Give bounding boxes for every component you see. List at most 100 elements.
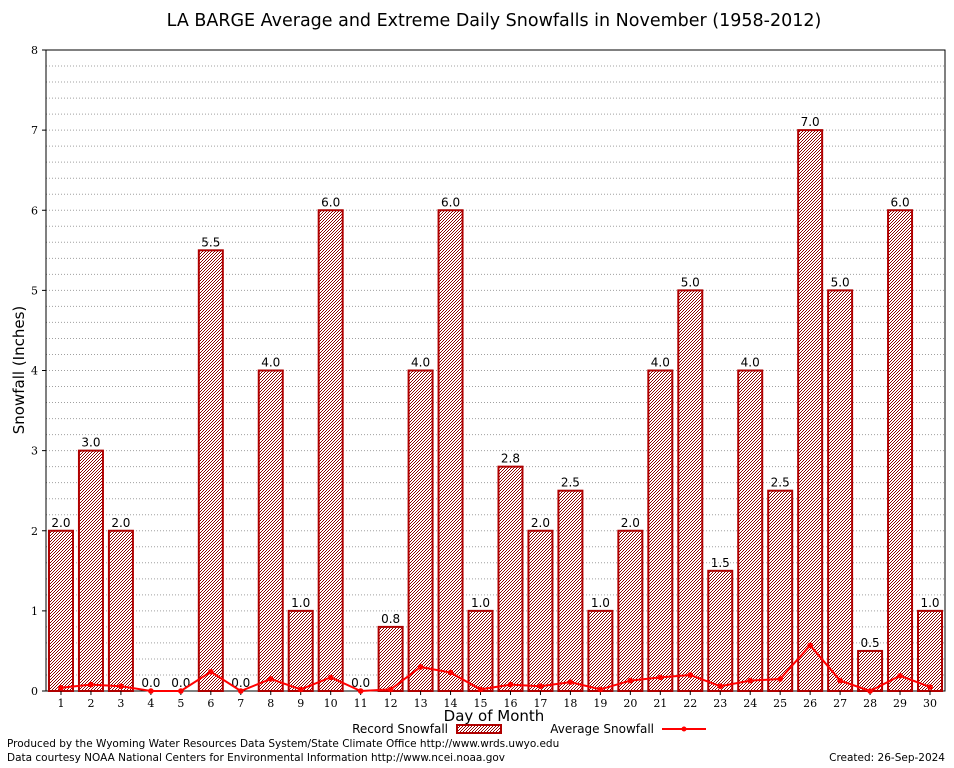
legend-average-marker	[681, 726, 687, 732]
y-axis-label: Snowfall (Inches)	[10, 306, 28, 434]
bar-value-label: 4.0	[261, 356, 280, 370]
average-point	[237, 688, 244, 694]
x-tick-label: 17	[533, 697, 547, 710]
average-point	[657, 674, 664, 681]
x-tick-label: 24	[743, 697, 757, 710]
average-point	[178, 688, 184, 694]
record-bar	[377, 625, 404, 693]
x-tick-label: 6	[207, 697, 214, 710]
average-point	[267, 676, 274, 682]
bar-value-label: 1.0	[291, 596, 310, 610]
y-axis-ticks: 0 1 2 3 4 5 6 7 8	[31, 44, 46, 698]
x-tick-label: 4	[147, 697, 154, 710]
bar-value-label: 4.0	[411, 356, 430, 370]
y-tick-label: 8	[31, 44, 38, 57]
record-bar	[707, 569, 734, 692]
bar-value-label: 1.0	[920, 596, 939, 610]
average-point	[717, 683, 724, 689]
x-tick-label: 14	[444, 697, 458, 710]
average-point	[567, 679, 574, 685]
record-bar	[797, 129, 824, 692]
average-point	[58, 684, 64, 691]
record-bar	[77, 449, 104, 692]
record-bar	[497, 465, 524, 692]
x-tick-label: 9	[297, 697, 304, 710]
created-date: Created: 26-Sep-2024	[829, 752, 945, 764]
average-point	[897, 672, 903, 679]
bar-value-label: 0.0	[351, 676, 370, 690]
bar-value-label: 5.0	[681, 275, 700, 289]
record-bar	[107, 529, 134, 692]
record-bar	[887, 209, 914, 692]
record-bar	[677, 289, 704, 692]
average-point	[597, 686, 604, 693]
record-bars	[47, 129, 944, 693]
x-tick-label: 20	[623, 697, 637, 710]
average-point	[537, 683, 544, 689]
bar-value-label: 2.0	[621, 516, 640, 530]
record-bar	[47, 529, 74, 692]
record-bar	[287, 609, 314, 692]
record-bar	[647, 369, 674, 692]
bar-value-label: 2.0	[111, 516, 130, 530]
y-tick-label: 1	[31, 605, 38, 618]
bar-value-label: 2.0	[531, 516, 550, 530]
bar-value-label: 1.0	[591, 596, 610, 610]
average-point	[867, 688, 873, 694]
average-point	[777, 676, 783, 682]
record-bar	[827, 289, 854, 692]
x-tick-label: 21	[653, 697, 667, 710]
record-bar	[407, 369, 434, 692]
average-point	[807, 642, 813, 649]
average-line	[58, 642, 933, 694]
bar-value-label: 3.0	[81, 436, 100, 450]
y-tick-label: 4	[31, 365, 38, 378]
x-tick-label: 22	[683, 697, 697, 710]
average-point	[297, 686, 304, 693]
average-point	[118, 683, 124, 689]
record-bar	[767, 489, 794, 692]
bar-value-labels: 2.0 3.0 2.0 0.0 0.0 5.5 0.0 4.0 1.0 6.0 0.0 0.8 4.0 6…	[51, 115, 939, 690]
record-bar	[467, 609, 494, 692]
y-tick-label: 7	[31, 124, 38, 137]
average-point	[747, 677, 754, 684]
x-axis-ticks: 1 2 3 4 5 6 7 8 9 10 11 12 13 14 15 16 17 18 19 20 21 22 23 24 2…	[57, 691, 937, 710]
bar-value-label: 0.0	[141, 676, 160, 690]
record-bar	[557, 489, 584, 692]
bar-value-label: 2.5	[771, 476, 790, 490]
bar-value-label: 7.0	[801, 115, 820, 129]
x-tick-label: 26	[803, 697, 817, 710]
bar-value-label: 6.0	[441, 195, 460, 209]
bar-value-label: 1.5	[711, 556, 730, 570]
average-point	[148, 688, 154, 694]
average-series-line	[60, 643, 931, 693]
bar-value-label: 4.0	[651, 356, 670, 370]
x-tick-label: 8	[267, 697, 274, 710]
x-tick-label: 27	[833, 697, 847, 710]
average-point	[927, 684, 933, 690]
x-tick-label: 5	[177, 697, 184, 710]
average-point	[208, 668, 214, 675]
x-tick-label: 13	[414, 697, 428, 710]
x-tick-label: 25	[773, 697, 787, 710]
x-tick-label: 16	[503, 697, 517, 710]
record-bar	[437, 209, 464, 692]
average-point	[447, 669, 454, 676]
bar-value-label: 6.0	[321, 195, 340, 209]
record-bar	[857, 649, 884, 692]
x-tick-label: 23	[713, 697, 727, 710]
record-bar	[617, 529, 644, 692]
record-bar	[737, 369, 764, 692]
legend-average-label: Average Snowfall	[550, 722, 654, 736]
bar-value-label: 0.8	[381, 612, 400, 626]
bar-value-label: 5.5	[201, 235, 220, 249]
x-tick-label: 11	[354, 697, 368, 710]
bar-value-label: 0.0	[171, 676, 190, 690]
x-tick-label: 28	[863, 697, 877, 710]
x-tick-label: 1	[57, 697, 64, 710]
bar-value-label: 2.0	[51, 516, 70, 530]
x-tick-label: 18	[563, 697, 577, 710]
data-source-credit: Data courtesy NOAA National Centers for …	[7, 752, 506, 764]
x-axis-label: Day of Month	[444, 707, 545, 725]
record-bar	[317, 209, 344, 692]
